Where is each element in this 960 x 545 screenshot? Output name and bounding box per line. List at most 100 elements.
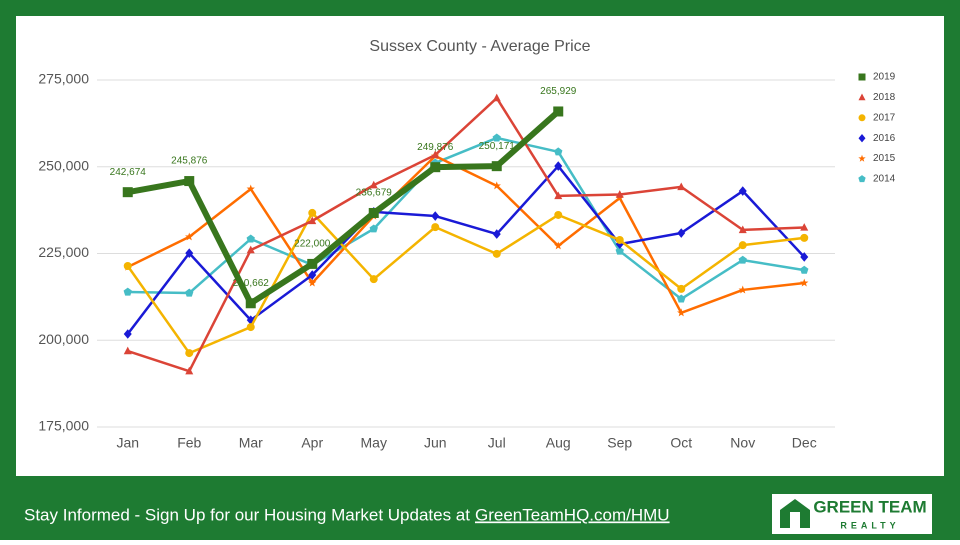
data-point [308, 208, 317, 217]
series-line [127, 109, 561, 307]
data-point [246, 184, 255, 193]
data-point [800, 252, 809, 262]
data-point [307, 258, 318, 269]
series-line [127, 96, 805, 373]
data-point [368, 207, 379, 218]
data-point [800, 265, 809, 274]
logo-door [790, 512, 800, 528]
data-point [246, 234, 255, 243]
data-point [677, 284, 686, 293]
data-point [492, 249, 501, 258]
data-point [491, 161, 502, 172]
x-tick-label: Oct [670, 435, 692, 451]
data-point [369, 275, 378, 284]
data-point [492, 133, 501, 142]
data-point [615, 246, 624, 255]
data-label: 222,000 [294, 239, 331, 250]
x-tick-label: Dec [792, 435, 817, 451]
data-point [430, 162, 441, 173]
data-point [431, 223, 440, 232]
data-point [431, 150, 440, 159]
data-point [185, 248, 194, 258]
data-point [492, 93, 501, 102]
x-tick-label: Feb [177, 435, 201, 451]
data-point [431, 211, 440, 221]
legend-label: 2019 [873, 72, 896, 83]
data-point [615, 190, 624, 198]
data-point [245, 298, 256, 309]
legend-label: 2018 [873, 92, 896, 103]
data-point [492, 229, 501, 239]
data-label: 265,929 [540, 86, 577, 97]
data-label: 242,674 [110, 167, 147, 178]
data-point [738, 255, 747, 264]
data-label: 250,171 [479, 141, 516, 152]
legend-label: 2017 [873, 112, 896, 123]
legend-label: 2014 [873, 174, 896, 185]
data-label: 236,679 [356, 188, 393, 199]
data-point [369, 180, 378, 189]
data-point [554, 241, 563, 250]
data-point [122, 187, 133, 198]
legend-swatch [858, 134, 866, 143]
data-point [738, 285, 747, 294]
y-tick-label: 200,000 [38, 331, 89, 347]
data-label: 210,662 [233, 278, 270, 289]
data-point [800, 223, 809, 231]
series-line [127, 154, 805, 315]
data-point [184, 176, 195, 187]
data-point [677, 294, 686, 303]
footer-text: Stay Informed - Sign Up for our Housing … [24, 505, 470, 524]
x-tick-label: Aug [546, 435, 571, 451]
legend-swatch [858, 73, 866, 81]
data-point [369, 224, 378, 233]
y-tick-label: 225,000 [38, 244, 89, 260]
legend-swatch [858, 93, 866, 101]
data-point [123, 287, 132, 296]
data-point [615, 235, 624, 244]
data-point [308, 278, 317, 287]
data-point [800, 233, 809, 242]
legend-label: 2015 [873, 153, 896, 164]
data-point [615, 239, 624, 249]
x-tick-label: Jan [116, 435, 139, 451]
x-tick-label: May [361, 435, 387, 451]
data-point [553, 106, 564, 117]
data-point [677, 308, 686, 317]
chart-title: Sussex County - Average Price [369, 38, 590, 55]
data-point [246, 245, 255, 254]
x-tick-label: Jul [488, 435, 506, 451]
y-tick-label: 275,000 [38, 71, 89, 87]
footer-link[interactable]: GreenTeamHQ.com/HMU [475, 505, 670, 524]
x-tick-label: Apr [301, 435, 323, 451]
legend-swatch [858, 114, 866, 122]
logo-tagline: REALTY [840, 520, 899, 530]
data-point [123, 346, 132, 355]
data-point [185, 232, 194, 241]
data-point [677, 228, 686, 238]
data-point [123, 261, 132, 270]
y-tick-label: 175,000 [38, 418, 89, 434]
data-point [738, 186, 747, 196]
data-point [800, 278, 809, 287]
x-tick-label: Nov [730, 435, 755, 451]
series-line [127, 136, 805, 301]
series-line [126, 164, 806, 335]
data-point [554, 191, 563, 200]
data-point [554, 210, 563, 219]
data-label: 245,876 [171, 156, 208, 167]
data-label: 249,876 [417, 142, 454, 153]
x-tick-label: Sep [607, 435, 632, 451]
data-point [246, 315, 255, 325]
data-point [554, 147, 563, 156]
data-point [185, 288, 194, 297]
data-point [308, 270, 317, 280]
x-tick-label: Jun [424, 435, 447, 451]
data-point [677, 182, 686, 191]
legend-swatch [858, 175, 866, 183]
legend-swatch [858, 154, 866, 162]
data-point [308, 216, 317, 225]
y-tick-label: 250,000 [38, 157, 89, 173]
